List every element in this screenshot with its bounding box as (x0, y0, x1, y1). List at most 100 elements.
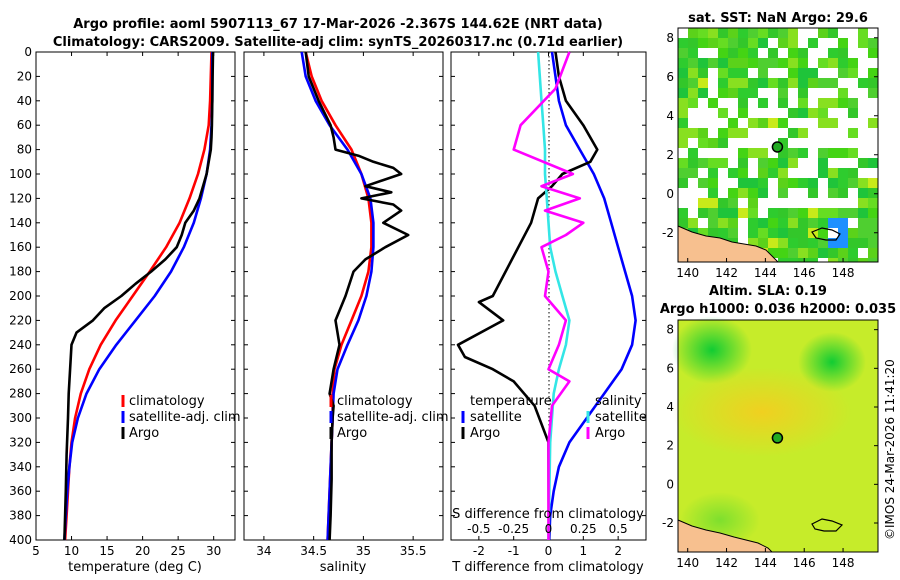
sst-cell (818, 28, 828, 38)
sst-cell (768, 248, 778, 258)
sla-high-anomaly (672, 367, 852, 457)
sst-cell (718, 108, 728, 118)
sst-cell (788, 208, 798, 218)
sst-cell (848, 228, 858, 238)
sst-cell (748, 218, 758, 228)
sst-cell (718, 208, 728, 218)
sst-cell (868, 198, 878, 208)
sst-cell (748, 208, 758, 218)
series-line-argo (63, 51, 215, 541)
map-x-tick-label: 140 (676, 556, 699, 570)
sst-cell (778, 88, 788, 98)
legend-climatology-label: climatology (337, 394, 413, 409)
sst-ticks: 140 142 144 146 148 -2 0 2 4 6 8 (662, 31, 878, 280)
sst-cell (808, 218, 818, 228)
sst-cell (758, 28, 768, 38)
sst-cell (748, 88, 758, 98)
sst-cell (678, 138, 688, 148)
sst-cell (798, 48, 808, 58)
sst-cell (848, 208, 858, 218)
sst-cell (688, 158, 698, 168)
sst-cell (838, 48, 848, 58)
sst-cell (718, 28, 728, 38)
x-tick-label: 10 (64, 544, 79, 558)
sst-cell (678, 218, 688, 228)
argo-position-marker (771, 432, 784, 444)
sst-cell (828, 98, 838, 108)
sst-cell (828, 118, 838, 128)
temperature-lines (63, 51, 215, 541)
s-difference-tick-labels: -0.5 -0.25 0 0.25 0.5 (467, 522, 628, 536)
sst-cell (728, 68, 738, 78)
sst-cell (728, 58, 738, 68)
map-y-tick-label: -2 (662, 226, 674, 240)
sst-cell (718, 88, 728, 98)
legend-argo-label: Argo (129, 426, 159, 441)
sst-cell (808, 238, 818, 248)
sst-cell (698, 58, 708, 68)
sst-cell (808, 78, 818, 88)
sst-cell (678, 158, 688, 168)
legend-climatology-label: climatology (129, 394, 205, 409)
x-tick-label: 15 (99, 544, 114, 558)
sst-cell (848, 258, 858, 262)
sst-cell (798, 98, 808, 108)
sst-cell (738, 108, 748, 118)
sst-cell (738, 188, 748, 198)
sst-cell (748, 228, 758, 238)
x-tick-label: 20 (135, 544, 150, 558)
x-tick-label: 34.5 (300, 544, 327, 558)
sst-cell (708, 168, 718, 178)
map-x-tick-label: 148 (832, 266, 855, 280)
sla-map: Altim. SLA: 0.19 Argo h1000: 0.036 h2000… (660, 284, 896, 570)
sst-cell (718, 218, 728, 228)
sst-cell (838, 168, 848, 178)
sst-cell (678, 38, 688, 48)
series-line-t-satellite (547, 51, 637, 541)
sst-cell (698, 88, 708, 98)
sst-cell (778, 228, 788, 238)
x-tick-label: 35 (356, 544, 371, 558)
map-y-tick-label: 6 (666, 70, 674, 84)
sst-cell (738, 48, 748, 58)
sst-cell (748, 178, 758, 188)
sst-cell (738, 128, 748, 138)
sst-cell (728, 78, 738, 88)
sst-cell (688, 168, 698, 178)
x-tick-label: 2 (614, 544, 622, 558)
sst-cell (828, 208, 838, 218)
sst-cell (688, 48, 698, 58)
sst-cell (678, 208, 688, 218)
sst-cell (798, 78, 808, 88)
x-tick-label: 1 (580, 544, 588, 558)
sst-cell (798, 88, 808, 98)
sst-cell (758, 238, 768, 248)
salinity-x-ticks: 34 34.5 35 35.5 (256, 52, 427, 558)
sst-cell (748, 58, 758, 68)
y-tick-label: 60 (17, 118, 32, 132)
sst-cell (788, 68, 798, 78)
sst-cell (688, 38, 698, 48)
sst-cell (828, 188, 838, 198)
sst-cell (688, 128, 698, 138)
sst-cell (868, 48, 878, 58)
sst-cell (728, 118, 738, 128)
sst-cell (778, 28, 788, 38)
map-x-tick-label: 140 (676, 266, 699, 280)
sst-cell (688, 88, 698, 98)
sst-cell (868, 238, 878, 248)
y-tick-label: 180 (9, 265, 32, 279)
legend-s-satellite-label: satellite (595, 410, 647, 425)
sst-cell (698, 68, 708, 78)
map-y-tick-label: 0 (666, 187, 674, 201)
sst-cell (758, 168, 768, 178)
sst-cell (798, 58, 808, 68)
sst-cell (848, 128, 858, 138)
sst-cell (778, 248, 788, 258)
map-y-tick-label: 6 (666, 361, 674, 375)
sst-cell (698, 178, 708, 188)
sst-cell (858, 188, 868, 198)
sst-cell (868, 248, 878, 258)
salinity-legend: climatology satellite-adj. clim Argo (329, 394, 449, 441)
sst-cell (788, 78, 798, 88)
